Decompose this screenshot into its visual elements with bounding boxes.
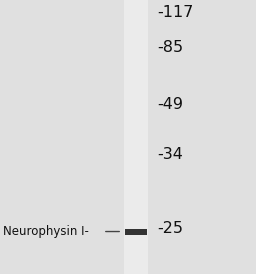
Text: -49: -49 (157, 97, 184, 112)
Text: -25: -25 (157, 221, 184, 236)
Bar (125, 229, 147, 235)
Bar (124, 0, 148, 274)
Text: Neurophysin I-: Neurophysin I- (3, 225, 88, 238)
Text: -34: -34 (157, 147, 183, 162)
Text: -117: -117 (157, 5, 194, 20)
Text: -85: -85 (157, 41, 184, 55)
